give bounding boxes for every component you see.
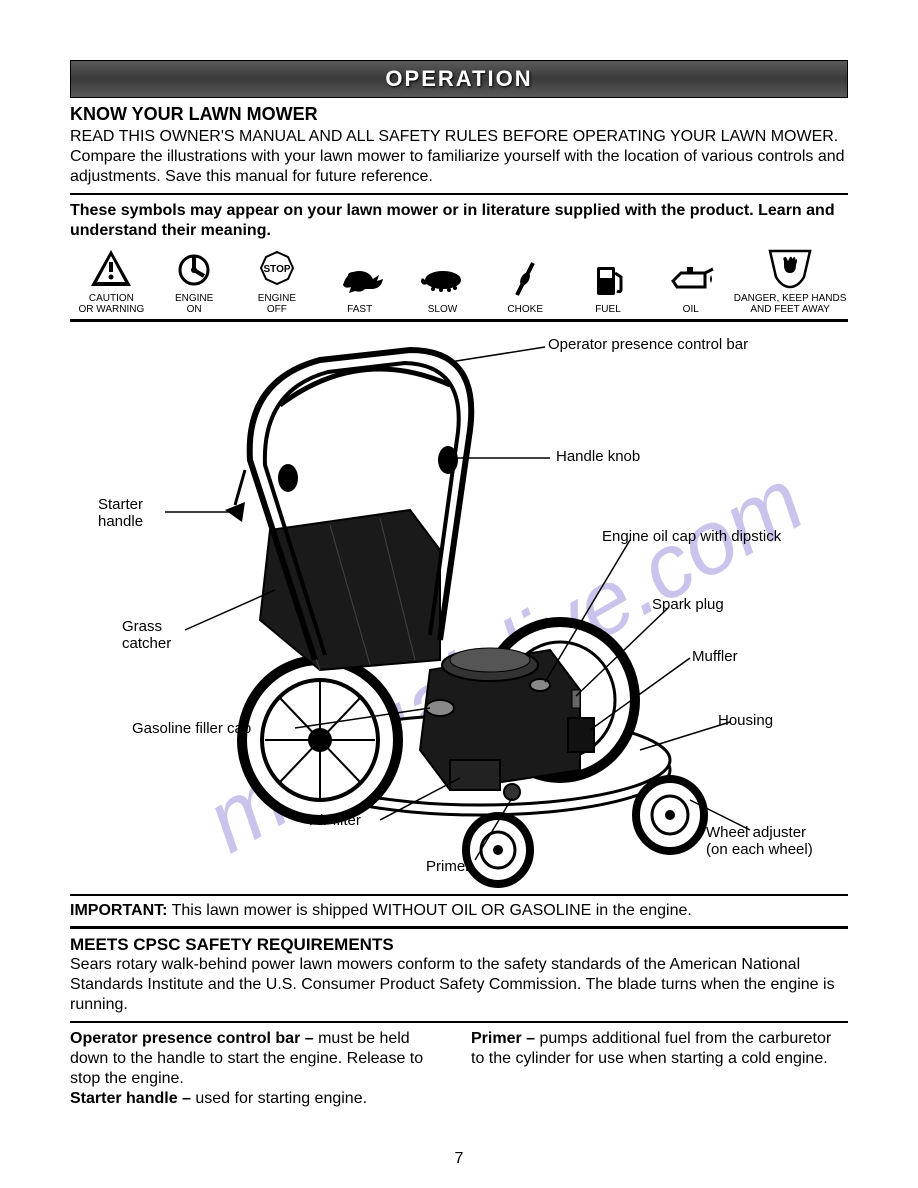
- symbols-intro: These symbols may appear on your lawn mo…: [70, 201, 848, 241]
- symbol-label: DANGER, KEEP HANDS AND FEET AWAY: [734, 293, 847, 315]
- controls-right: Primer – pumps additional fuel from the …: [471, 1029, 848, 1109]
- page-number: 7: [455, 1150, 464, 1168]
- controls-definitions: Operator presence control bar – must be …: [70, 1029, 848, 1109]
- symbol-label: SLOW: [428, 304, 457, 315]
- callout-primer: Primer: [426, 858, 470, 875]
- callout-muffler: Muffler: [692, 648, 738, 665]
- callout-handle-knob: Handle knob: [556, 448, 640, 465]
- symbol-engine-off: STOP ENGINE OFF: [236, 247, 319, 315]
- banner-title: OPERATION: [385, 66, 532, 92]
- caution-warning-icon: [89, 247, 133, 289]
- symbol-slow: SLOW: [401, 258, 484, 315]
- callout-engine-oil: Engine oil cap with dipstick: [602, 528, 781, 545]
- symbol-label: CHOKE: [507, 304, 543, 315]
- callout-gas-cap: Gasoline filler cap: [132, 720, 251, 737]
- symbol-label: FUEL: [595, 304, 621, 315]
- symbol-caution: CAUTION OR WARNING: [70, 247, 153, 315]
- divider: [70, 319, 848, 322]
- slow-icon: [417, 258, 467, 300]
- callout-starter-handle: Starter handle: [98, 496, 143, 531]
- svg-text:STOP: STOP: [263, 264, 290, 275]
- engine-on-icon: [174, 247, 214, 289]
- symbol-choke: CHOKE: [484, 258, 567, 315]
- symbol-fuel: FUEL: [567, 258, 650, 315]
- important-label: IMPORTANT:: [70, 902, 167, 919]
- symbol-fast: FAST: [318, 258, 401, 315]
- symbol-label: ENGINE ON: [175, 293, 213, 315]
- divider: [70, 193, 848, 195]
- symbol-label: FAST: [347, 304, 372, 315]
- engine-off-icon: STOP: [257, 247, 297, 289]
- danger-hands-feet-icon: [766, 247, 814, 289]
- know-your-mower-body: READ THIS OWNER'S MANUAL AND ALL SAFETY …: [70, 127, 848, 187]
- divider: [70, 1021, 848, 1023]
- oil-icon: [667, 258, 715, 300]
- cpsc-body: Sears rotary walk-behind power lawn mowe…: [70, 955, 848, 1015]
- important-text: This lawn mower is shipped WITHOUT OIL O…: [167, 902, 691, 919]
- fuel-icon: [591, 258, 625, 300]
- section-banner: OPERATION: [70, 60, 848, 98]
- callout-housing: Housing: [718, 712, 773, 729]
- controls-left: Operator presence control bar – must be …: [70, 1029, 447, 1109]
- mower-illustration: [70, 330, 848, 890]
- starter-handle-label: Starter handle –: [70, 1090, 191, 1107]
- mower-diagram: manualslive.com: [70, 330, 848, 890]
- callout-spark-plug: Spark plug: [652, 596, 724, 613]
- know-your-mower-heading: KNOW YOUR LAWN MOWER: [70, 104, 848, 125]
- divider: [70, 894, 848, 896]
- symbol-engine-on: ENGINE ON: [153, 247, 236, 315]
- operator-bar-label: Operator presence control bar –: [70, 1030, 314, 1047]
- fast-icon: [335, 258, 385, 300]
- primer-label: Primer –: [471, 1030, 535, 1047]
- callout-grass-catcher: Grass catcher: [122, 618, 171, 653]
- symbol-label: OIL: [683, 304, 699, 315]
- starter-handle-text: used for starting engine.: [191, 1090, 367, 1107]
- callout-wheel-adjuster: Wheel adjuster (on each wheel): [706, 824, 813, 859]
- divider: [70, 926, 848, 929]
- symbol-danger: DANGER, KEEP HANDS AND FEET AWAY: [732, 247, 848, 315]
- symbol-row: CAUTION OR WARNING ENGINE ON STOP ENGINE…: [70, 247, 848, 315]
- important-notice: IMPORTANT: This lawn mower is shipped WI…: [70, 902, 848, 920]
- cpsc-heading: MEETS CPSC SAFETY REQUIREMENTS: [70, 935, 848, 955]
- symbol-label: CAUTION OR WARNING: [79, 293, 145, 315]
- callout-air-filter: Air filter: [310, 812, 361, 829]
- symbol-label: ENGINE OFF: [258, 293, 296, 315]
- symbol-oil: OIL: [649, 258, 732, 315]
- callout-operator-bar: Operator presence control bar: [548, 336, 748, 353]
- choke-icon: [507, 258, 543, 300]
